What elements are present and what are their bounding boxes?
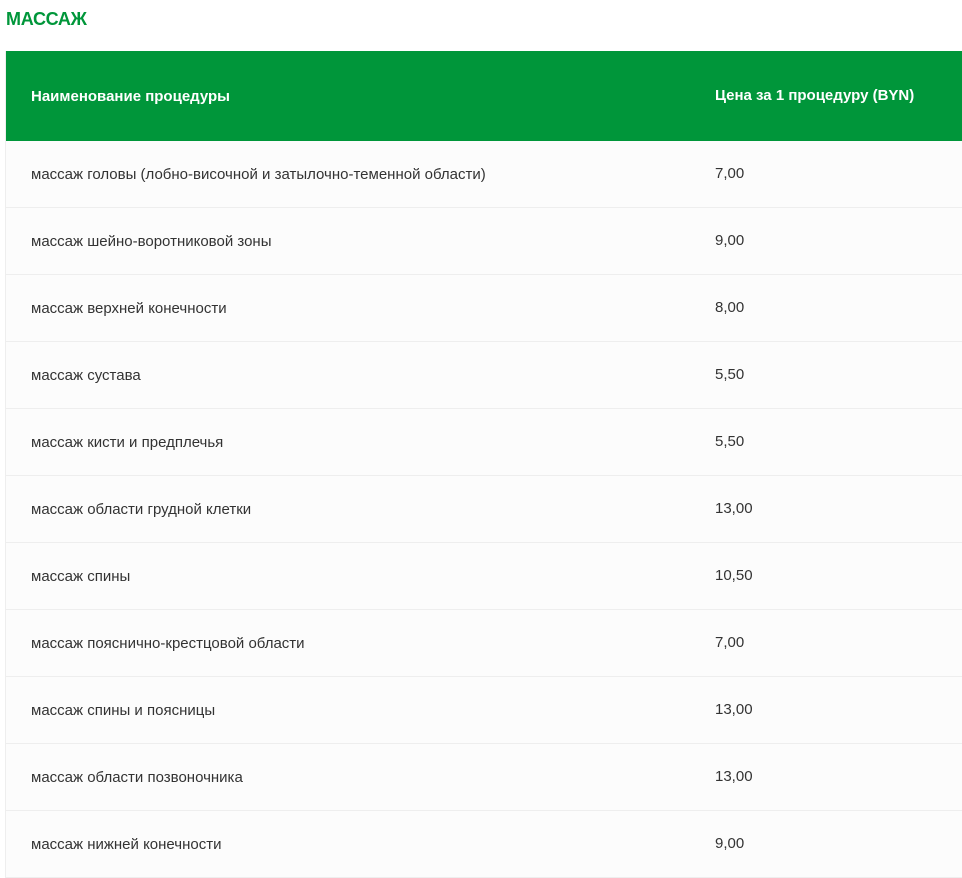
procedure-name: массаж верхней конечности	[31, 299, 227, 317]
procedure-price: 5,50	[715, 366, 745, 383]
procedure-price: 13,00	[715, 701, 753, 718]
procedure-price: 9,00	[715, 232, 745, 249]
procedure-price: 13,00	[715, 500, 753, 517]
procedure-name: массаж головы (лобно-височной и затылочн…	[31, 165, 486, 183]
procedure-name: массаж нижней конечности	[31, 835, 222, 853]
table-row: массаж головы (лобно-височной и затылочн…	[6, 141, 962, 208]
procedure-price: 5,50	[715, 433, 745, 450]
procedure-name: массаж пояснично-крестцовой области	[31, 634, 305, 652]
procedure-price: 8,00	[715, 299, 745, 316]
table-row: массаж спины и поясницы 13,00	[6, 677, 962, 744]
procedure-price: 7,00	[715, 165, 745, 182]
procedure-price: 7,00	[715, 634, 745, 651]
procedure-name: массаж спины	[31, 567, 131, 585]
procedure-name: массаж сустава	[31, 366, 141, 384]
procedure-price: 9,00	[715, 835, 745, 852]
table-row: массаж области позвоночника 13,00	[6, 744, 962, 811]
procedure-name: массаж области грудной клетки	[31, 500, 252, 518]
price-table: Наименование процедуры Цена за 1 процеду…	[5, 51, 962, 878]
procedure-name: массаж области позвоночника	[31, 768, 243, 786]
table-row: массаж спины 10,50	[6, 543, 962, 610]
table-row: массаж нижней конечности 9,00	[6, 811, 962, 878]
section-title: МАССАЖ	[6, 9, 87, 29]
procedure-name: массаж шейно-воротниковой зоны	[31, 232, 272, 250]
table-row: массаж кисти и предплечья 5,50	[6, 409, 962, 476]
header-procedure-name: Наименование процедуры	[31, 87, 230, 105]
header-price: Цена за 1 процедуру (BYN)	[715, 87, 915, 104]
table-row: массаж сустава 5,50	[6, 342, 962, 409]
procedure-price: 13,00	[715, 768, 753, 785]
table-header: Наименование процедуры Цена за 1 процеду…	[6, 51, 962, 141]
procedure-price: 10,50	[715, 567, 753, 584]
procedure-name: массаж спины и поясницы	[31, 701, 216, 719]
table-row: массаж области грудной клетки 13,00	[6, 476, 962, 543]
table-row: массаж верхней конечности 8,00	[6, 275, 962, 342]
table-row: массаж пояснично-крестцовой области 7,00	[6, 610, 962, 677]
procedure-name: массаж кисти и предплечья	[31, 433, 224, 451]
table-body: массаж головы (лобно-височной и затылочн…	[6, 141, 962, 878]
table-row: массаж шейно-воротниковой зоны 9,00	[6, 208, 962, 275]
